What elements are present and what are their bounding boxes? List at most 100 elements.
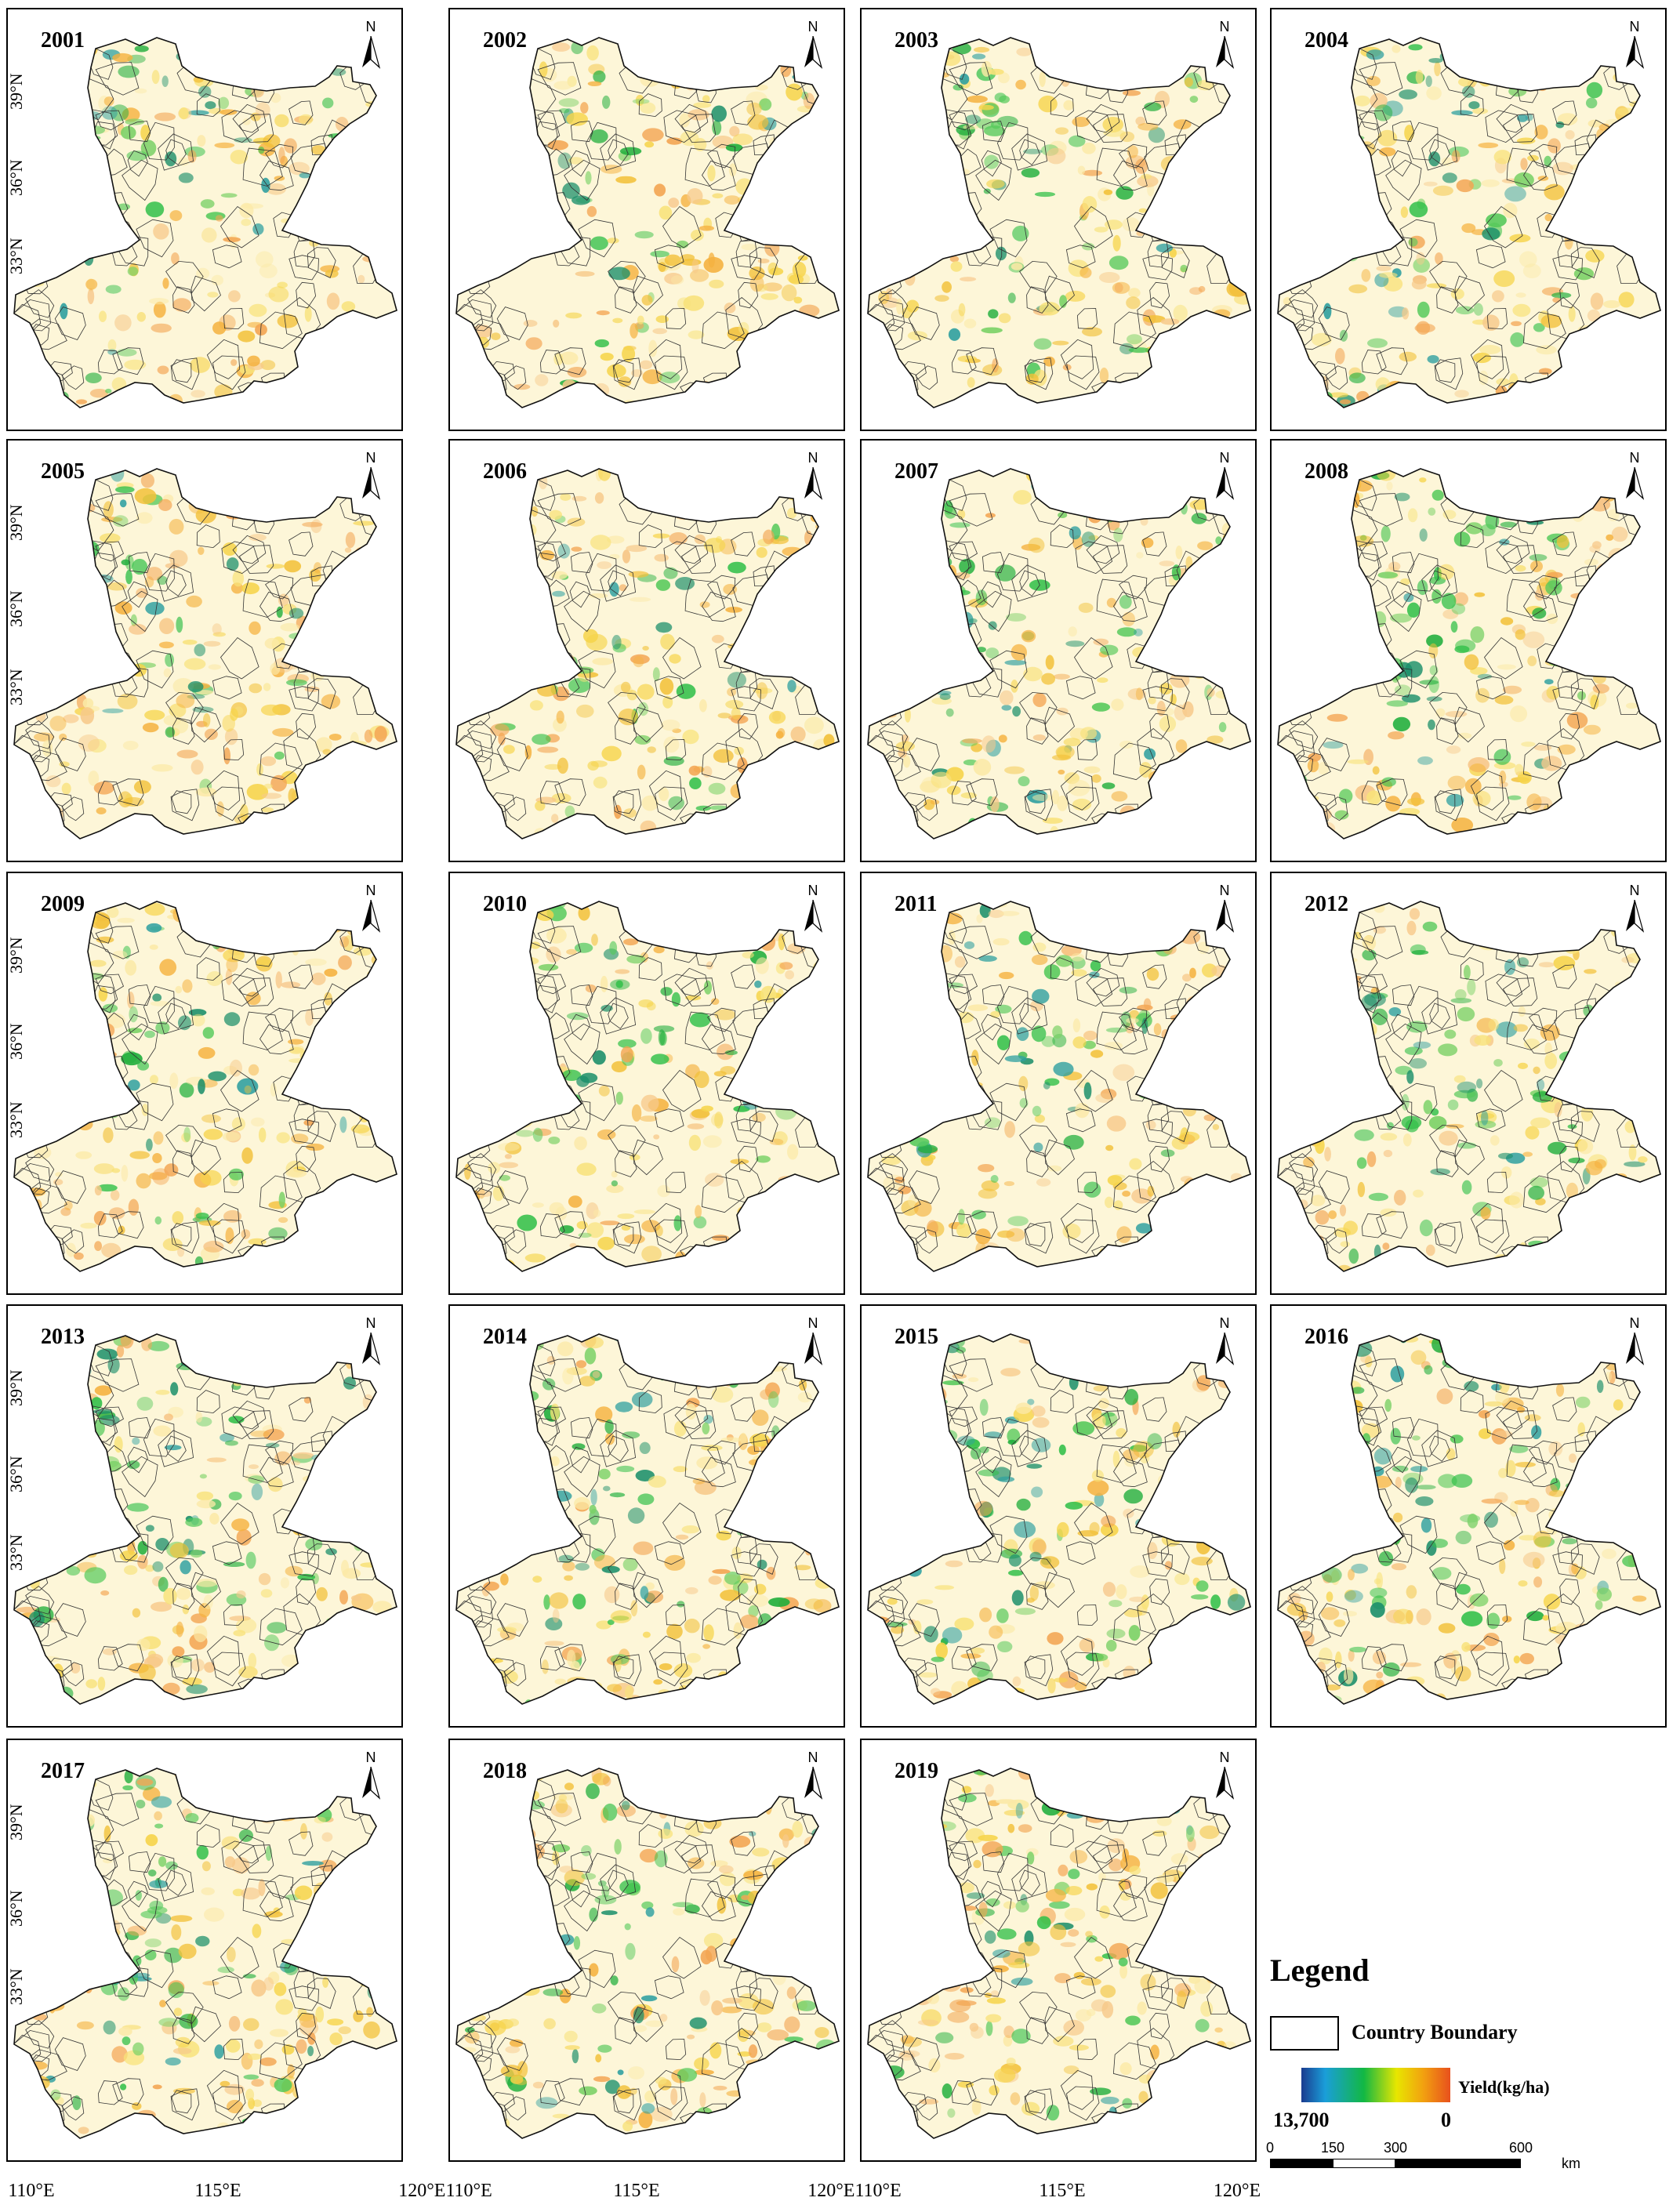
yield-map-2010	[455, 901, 840, 1272]
lat-label-33n-row-3: 33°N	[6, 1101, 26, 1138]
north-arrow-icon: N	[800, 883, 826, 937]
lat-label-33n-row-2: 33°N	[6, 669, 26, 705]
yield-map-2008	[1277, 468, 1661, 839]
panel-year-label: 2004	[1304, 28, 1348, 53]
north-arrow-label: N	[807, 450, 818, 466]
map-panel-2003: 2003 N	[860, 8, 1257, 431]
lat-label-36n-row-4: 36°N	[6, 1456, 26, 1492]
lat-label-39n-row-3: 39°N	[6, 937, 26, 974]
map-panel-2008: 2008 N	[1270, 439, 1667, 862]
lat-label-36n-row-1: 36°N	[6, 159, 26, 196]
yield-map-2018	[455, 1768, 840, 2139]
legend: Legend Country Boundary Yield(kg/ha) 13,…	[1266, 1952, 1662, 2179]
north-arrow-icon: N	[800, 1315, 826, 1370]
map-panel-2006: 2006 N	[448, 439, 845, 862]
north-arrow-label: N	[365, 883, 376, 898]
map-panel-2011: 2011 N	[860, 872, 1257, 1295]
north-arrow-label: N	[1629, 883, 1640, 898]
north-arrow-icon: N	[800, 19, 826, 74]
map-panel-2013: 2013 N	[6, 1304, 403, 1728]
lat-label-33n-row-5: 33°N	[6, 1968, 26, 2005]
north-arrow-icon: N	[357, 883, 384, 937]
lat-label-36n-row-3: 36°N	[6, 1023, 26, 1060]
panel-year-label: 2019	[894, 1759, 938, 1783]
panel-year-label: 2014	[483, 1325, 527, 1349]
panel-year-label: 2017	[41, 1759, 85, 1783]
north-arrow-icon: N	[357, 450, 384, 505]
north-arrow-label: N	[1219, 450, 1230, 466]
scale-bar-seg-2	[1333, 2159, 1395, 2168]
scale-tick-150: 150	[1320, 2140, 1345, 2156]
north-arrow-icon: N	[1211, 450, 1238, 505]
north-arrow-icon: N	[1621, 1315, 1648, 1370]
map-panel-2016: 2016 N	[1270, 1304, 1667, 1728]
scale-tick-600: 600	[1508, 2140, 1533, 2156]
panel-year-label: 2002	[483, 28, 527, 53]
north-arrow-icon: N	[1211, 1750, 1238, 1804]
panel-year-label: 2009	[41, 892, 85, 916]
panel-year-label: 2006	[483, 459, 527, 484]
north-arrow-icon: N	[1211, 883, 1238, 937]
ramp-min-label: 0	[1441, 2109, 1451, 2131]
lon-label-115-a: 115°E	[194, 2181, 241, 2201]
lat-label-39n-row-1: 39°N	[6, 73, 26, 110]
yield-map-2016	[1277, 1333, 1661, 1705]
north-arrow-label: N	[807, 19, 818, 34]
lon-label-115-c: 115°E	[1039, 2181, 1086, 2201]
north-arrow-label: N	[807, 1750, 818, 1765]
panel-year-label: 2013	[41, 1325, 85, 1349]
scale-tick-300: 300	[1383, 2140, 1408, 2156]
country-boundary-label: Country Boundary	[1352, 2021, 1518, 2043]
lat-label-36n-row-5: 36°N	[6, 1890, 26, 1927]
north-arrow-label: N	[807, 1315, 818, 1331]
yield-map-2007	[867, 468, 1251, 839]
north-arrow-label: N	[807, 883, 818, 898]
map-panel-2015: 2015 N	[860, 1304, 1257, 1728]
lat-label-39n-row-5: 39°N	[6, 1804, 26, 1840]
yield-map-2017	[13, 1768, 397, 2139]
north-arrow-icon: N	[357, 1750, 384, 1804]
yield-map-2013	[13, 1333, 397, 1705]
panel-year-label: 2008	[1304, 459, 1348, 484]
panel-year-label: 2010	[483, 892, 527, 916]
map-panel-2014: 2014 N	[448, 1304, 845, 1728]
lon-label-120-110-a: 120°E110°E	[398, 2181, 492, 2201]
map-panel-2001: 2001 N	[6, 8, 403, 431]
yield-map-2011	[867, 901, 1251, 1272]
panel-year-label: 2015	[894, 1325, 938, 1349]
north-arrow-icon: N	[357, 1315, 384, 1370]
yield-color-ramp	[1301, 2068, 1450, 2102]
lat-label-33n-row-1: 33°N	[6, 238, 26, 274]
map-panel-2004: 2004 N	[1270, 8, 1667, 431]
lat-label-36n-row-2: 36°N	[6, 590, 26, 627]
ramp-max-label: 13,700	[1273, 2109, 1330, 2131]
map-panel-2002: 2002 N	[448, 8, 845, 431]
scale-unit: km	[1562, 2156, 1580, 2171]
map-panel-2018: 2018 N	[448, 1739, 845, 2162]
lat-label-39n-row-2: 39°N	[6, 504, 26, 541]
scale-tick-0: 0	[1265, 2140, 1275, 2156]
panel-year-label: 2007	[894, 459, 938, 484]
panel-year-label: 2018	[483, 1759, 527, 1783]
scale-bar-seg-1	[1270, 2159, 1333, 2168]
yield-map-2015	[867, 1333, 1251, 1705]
map-panel-2009: 2009 N	[6, 872, 403, 1295]
north-arrow-icon: N	[1211, 19, 1238, 74]
lon-label-120-110-b: 120°E110°E	[807, 2181, 902, 2201]
yield-map-2014	[455, 1333, 840, 1705]
map-panel-2019: 2019 N	[860, 1739, 1257, 2162]
yield-map-2001	[13, 37, 397, 408]
panel-year-label: 2011	[894, 892, 938, 916]
yield-label: Yield(kg/ha)	[1458, 2077, 1550, 2097]
north-arrow-label: N	[1219, 1315, 1230, 1331]
yield-map-2009	[13, 901, 397, 1272]
north-arrow-icon: N	[357, 19, 384, 74]
panel-year-label: 2001	[41, 28, 85, 53]
north-arrow-label: N	[1219, 1750, 1230, 1765]
country-boundary-swatch	[1270, 2016, 1339, 2051]
lon-label-110-a: 110°E	[8, 2181, 55, 2201]
map-panel-2010: 2010 N	[448, 872, 845, 1295]
lon-label-120-c: 120°E	[1213, 2181, 1261, 2201]
panel-year-label: 2003	[894, 28, 938, 53]
north-arrow-icon: N	[1621, 450, 1648, 505]
